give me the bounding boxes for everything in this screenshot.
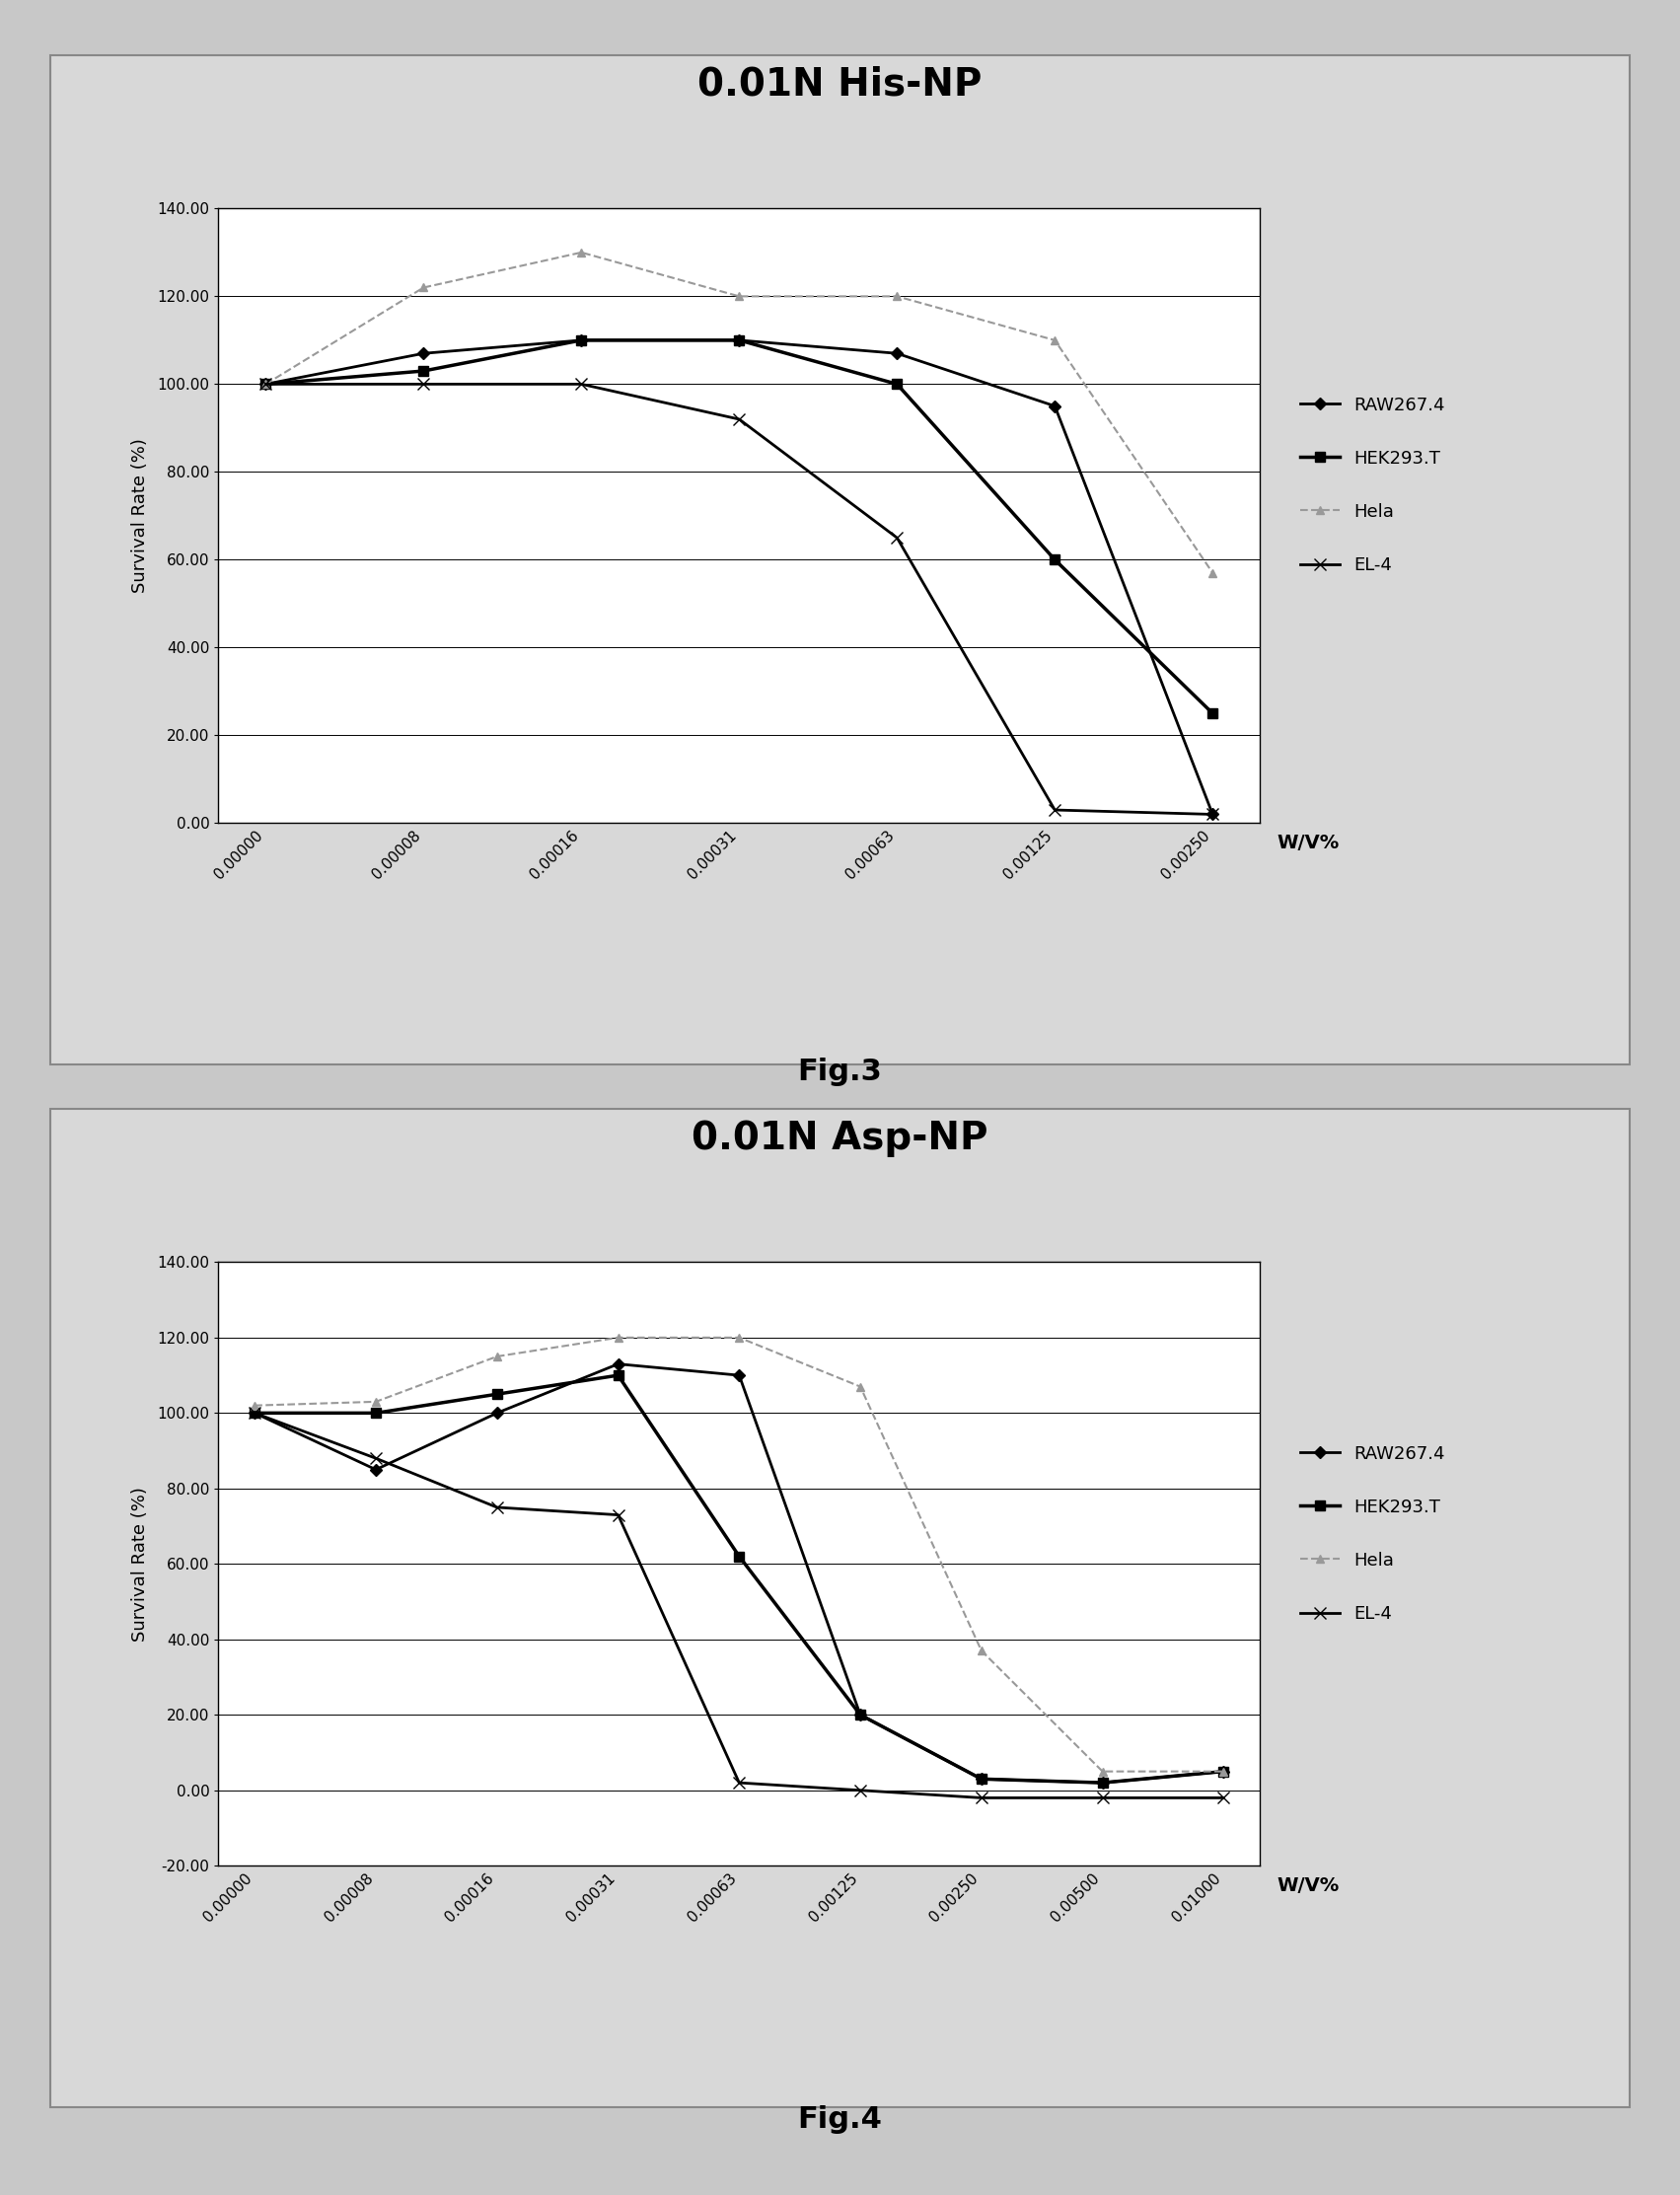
EL-4 xyxy=(366,1444,386,1471)
Hela xyxy=(887,283,907,309)
RAW267.4 xyxy=(971,1765,991,1791)
Text: 0.01N Asp-NP: 0.01N Asp-NP xyxy=(692,1119,988,1157)
RAW267.4 xyxy=(887,340,907,367)
Hela xyxy=(571,239,591,266)
Text: W/V%: W/V% xyxy=(1277,1877,1339,1896)
Line: Hela: Hela xyxy=(250,1335,1228,1776)
EL-4 xyxy=(1092,1785,1112,1811)
Line: Hela: Hela xyxy=(262,248,1216,577)
Hela xyxy=(729,1324,749,1350)
HEK293.T xyxy=(1213,1758,1233,1785)
RAW267.4 xyxy=(1092,1769,1112,1796)
Line: RAW267.4: RAW267.4 xyxy=(250,1361,1228,1787)
EL-4 xyxy=(971,1785,991,1811)
Legend: RAW267.4, HEK293.T, Hela, EL-4: RAW267.4, HEK293.T, Hela, EL-4 xyxy=(1300,1444,1445,1622)
EL-4 xyxy=(1203,801,1223,828)
HEK293.T xyxy=(366,1400,386,1427)
RAW267.4 xyxy=(255,371,276,397)
Legend: RAW267.4, HEK293.T, Hela, EL-4: RAW267.4, HEK293.T, Hela, EL-4 xyxy=(1300,395,1445,575)
HEK293.T xyxy=(255,371,276,397)
HEK293.T xyxy=(608,1363,628,1389)
RAW267.4 xyxy=(413,340,433,367)
HEK293.T xyxy=(571,327,591,353)
Text: Fig.3: Fig.3 xyxy=(798,1058,882,1087)
RAW267.4 xyxy=(487,1400,507,1427)
Hela xyxy=(608,1324,628,1350)
HEK293.T xyxy=(971,1765,991,1791)
Line: EL-4: EL-4 xyxy=(260,380,1218,819)
RAW267.4 xyxy=(1213,1758,1233,1785)
HEK293.T xyxy=(887,371,907,397)
EL-4 xyxy=(729,406,749,432)
Hela xyxy=(487,1343,507,1370)
RAW267.4 xyxy=(850,1701,870,1727)
HEK293.T xyxy=(1203,700,1223,727)
Hela xyxy=(255,371,276,397)
HEK293.T xyxy=(729,1543,749,1569)
EL-4 xyxy=(608,1501,628,1528)
Hela xyxy=(729,283,749,309)
HEK293.T xyxy=(487,1381,507,1407)
EL-4 xyxy=(1045,797,1065,823)
RAW267.4 xyxy=(245,1400,265,1427)
HEK293.T xyxy=(729,327,749,353)
EL-4 xyxy=(487,1495,507,1521)
EL-4 xyxy=(850,1778,870,1804)
Line: RAW267.4: RAW267.4 xyxy=(262,336,1216,819)
RAW267.4 xyxy=(1045,393,1065,419)
Text: W/V%: W/V% xyxy=(1277,834,1339,854)
RAW267.4 xyxy=(366,1457,386,1484)
RAW267.4 xyxy=(729,327,749,353)
EL-4 xyxy=(255,371,276,397)
Hela xyxy=(366,1389,386,1416)
EL-4 xyxy=(413,371,433,397)
Hela xyxy=(1213,1758,1233,1785)
RAW267.4 xyxy=(608,1350,628,1376)
HEK293.T xyxy=(850,1701,870,1727)
HEK293.T xyxy=(1045,547,1065,573)
RAW267.4 xyxy=(1203,801,1223,828)
EL-4 xyxy=(1213,1785,1233,1811)
Y-axis label: Survival Rate (%): Survival Rate (%) xyxy=(131,1486,150,1642)
Y-axis label: Survival Rate (%): Survival Rate (%) xyxy=(131,439,150,593)
EL-4 xyxy=(245,1400,265,1427)
Hela xyxy=(850,1374,870,1400)
RAW267.4 xyxy=(571,327,591,353)
HEK293.T xyxy=(413,358,433,384)
Line: HEK293.T: HEK293.T xyxy=(250,1370,1228,1787)
EL-4 xyxy=(887,525,907,551)
Hela xyxy=(1045,327,1065,353)
RAW267.4 xyxy=(729,1363,749,1389)
EL-4 xyxy=(729,1769,749,1796)
Hela xyxy=(245,1392,265,1418)
Text: Fig.4: Fig.4 xyxy=(798,2105,882,2134)
Line: EL-4: EL-4 xyxy=(249,1407,1230,1804)
HEK293.T xyxy=(1092,1769,1112,1796)
Text: 0.01N His-NP: 0.01N His-NP xyxy=(697,66,983,103)
Hela xyxy=(1092,1758,1112,1785)
Line: HEK293.T: HEK293.T xyxy=(260,336,1218,718)
Hela xyxy=(971,1637,991,1664)
Hela xyxy=(1203,560,1223,586)
EL-4 xyxy=(571,371,591,397)
HEK293.T xyxy=(245,1400,265,1427)
Hela xyxy=(413,274,433,301)
